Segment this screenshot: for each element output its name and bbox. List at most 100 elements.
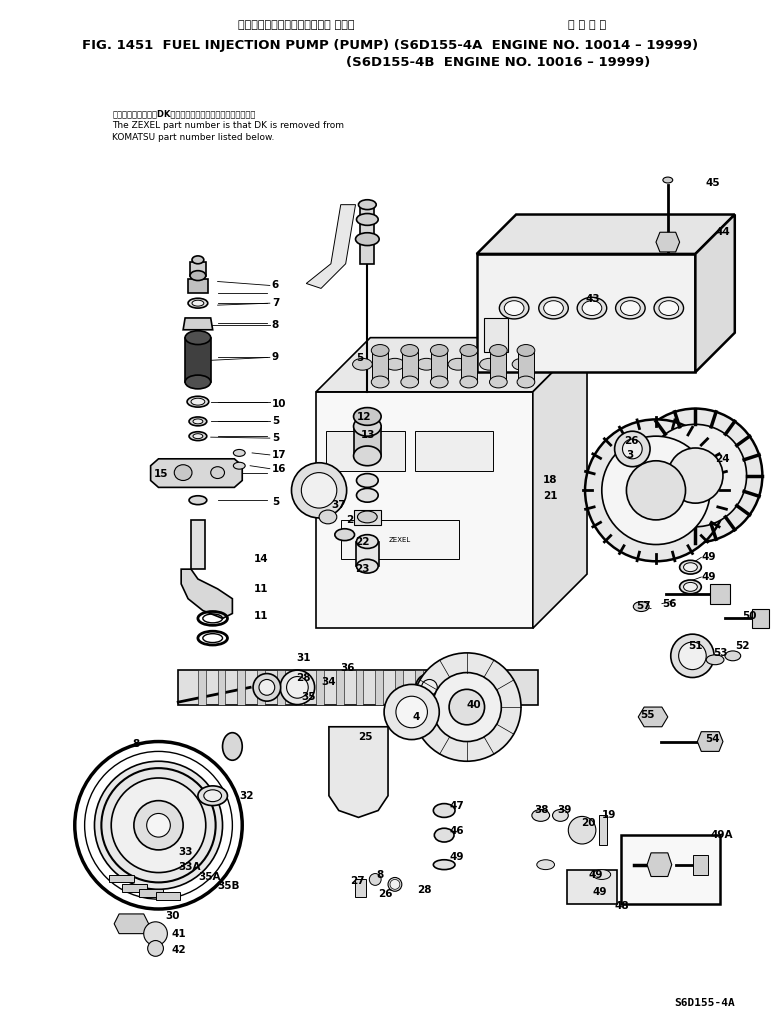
Ellipse shape [615,298,645,319]
Text: 5: 5 [271,417,279,427]
Text: 36: 36 [341,663,355,673]
Bar [356,542,379,566]
Polygon shape [533,338,587,628]
Text: 2: 2 [346,515,353,525]
Ellipse shape [353,417,381,436]
Ellipse shape [537,860,555,870]
Text: 11: 11 [254,584,268,594]
Text: 20: 20 [581,819,596,828]
Text: 51: 51 [689,641,703,650]
Text: 48: 48 [615,901,629,911]
Ellipse shape [353,358,372,370]
Text: 26: 26 [378,890,392,899]
Bar [402,352,417,382]
Ellipse shape [187,396,209,407]
Text: 11: 11 [254,611,268,622]
Circle shape [432,673,502,742]
Ellipse shape [253,674,281,701]
Circle shape [384,684,439,740]
Text: 34: 34 [321,677,335,687]
Bar [491,352,506,382]
Bar [356,670,363,705]
Ellipse shape [539,298,569,319]
Text: 14: 14 [254,554,268,564]
Circle shape [413,653,521,761]
Ellipse shape [369,873,381,885]
Ellipse shape [490,345,507,356]
Ellipse shape [356,474,378,487]
Ellipse shape [460,345,477,356]
Text: 6: 6 [271,280,279,290]
Ellipse shape [319,510,337,524]
Text: 49: 49 [701,573,716,582]
Bar [355,879,367,897]
Ellipse shape [204,790,222,801]
Bar [375,670,383,705]
Ellipse shape [499,298,529,319]
Ellipse shape [192,255,204,264]
Polygon shape [329,726,388,818]
Ellipse shape [191,398,205,405]
Ellipse shape [659,301,679,315]
Ellipse shape [434,860,455,870]
Ellipse shape [679,580,701,594]
Ellipse shape [233,449,245,457]
Text: 4: 4 [413,712,420,722]
Text: 25: 25 [359,732,373,742]
Ellipse shape [185,376,211,389]
Text: S6D155-4A: S6D155-4A [674,997,735,1008]
Bar [415,670,423,705]
Ellipse shape [577,298,607,319]
Ellipse shape [621,301,640,315]
Circle shape [569,817,596,844]
Text: 41: 41 [172,929,186,939]
Bar [518,352,534,382]
Bar [198,670,206,705]
Text: The ZEXEL part number is that DK is removed from: The ZEXEL part number is that DK is remo… [112,121,344,130]
Polygon shape [696,214,735,372]
Bar [188,278,207,293]
Polygon shape [183,318,213,329]
Ellipse shape [193,419,203,424]
Ellipse shape [385,358,405,370]
Polygon shape [697,732,723,751]
Bar [155,893,180,900]
Text: 7: 7 [271,299,279,308]
Polygon shape [353,510,381,525]
Text: 22: 22 [356,537,370,547]
Text: 13: 13 [360,430,375,440]
Circle shape [390,879,400,890]
Bar [237,670,245,705]
Text: フェルインジェクションポンプ ポンプ: フェルインジェクションポンプ ポンプ [238,21,355,31]
Text: 9: 9 [271,352,279,362]
Text: FIG. 1451  FUEL INJECTION PUMP (PUMP) (S6D155-4A  ENGINE NO. 10014 – 19999): FIG. 1451 FUEL INJECTION PUMP (PUMP) (S6… [82,39,698,51]
Ellipse shape [356,535,378,549]
Circle shape [292,463,346,518]
Circle shape [622,439,642,459]
Ellipse shape [593,870,611,879]
Ellipse shape [582,301,602,315]
Ellipse shape [505,301,524,315]
Text: 24: 24 [715,453,730,464]
Text: 8: 8 [376,869,384,879]
Ellipse shape [706,655,724,665]
Bar [484,318,509,352]
Text: 35: 35 [301,693,316,702]
Ellipse shape [356,488,378,502]
Text: 45: 45 [705,177,720,188]
Text: KOMATSU part number listed below.: KOMATSU part number listed below. [112,133,275,143]
Bar [257,670,265,705]
Text: 10: 10 [271,399,286,408]
Bar [190,262,206,276]
Circle shape [668,448,723,503]
Text: 49A: 49A [710,830,732,840]
Circle shape [94,761,222,890]
Polygon shape [316,392,533,628]
Text: 30: 30 [165,911,180,921]
Ellipse shape [434,803,455,818]
Ellipse shape [517,377,535,388]
Text: 15: 15 [154,469,168,478]
Text: 35B: 35B [218,881,240,892]
Circle shape [626,461,686,520]
Bar [191,520,205,569]
